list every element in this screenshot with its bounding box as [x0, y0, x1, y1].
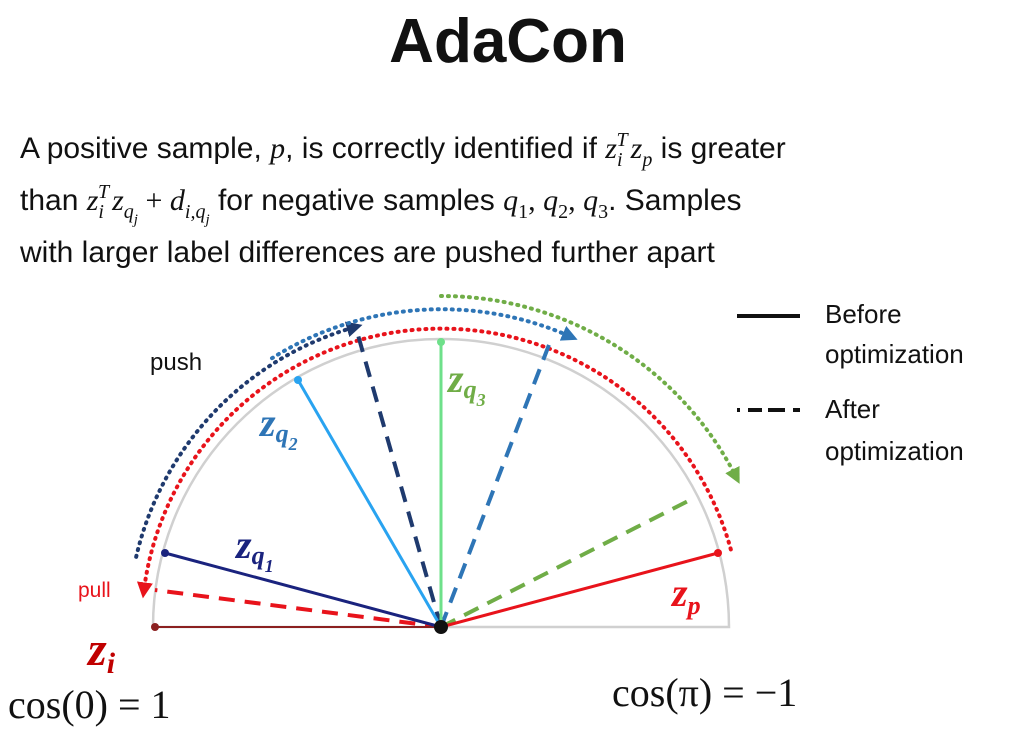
- symbol: z: [86, 623, 107, 676]
- text: is greater: [652, 132, 785, 165]
- vector: [164, 551, 442, 629]
- math: T: [617, 129, 630, 151]
- subscript: i: [107, 647, 116, 680]
- vector-end: [714, 549, 722, 557]
- math: p: [640, 149, 652, 171]
- vector: [296, 379, 443, 628]
- vector: [440, 551, 719, 629]
- text: . Samples: [608, 184, 741, 217]
- push-label: push: [150, 349, 202, 376]
- vector-label: zq2: [258, 400, 298, 454]
- math: z: [630, 132, 643, 165]
- math: z: [111, 184, 124, 217]
- math: 1: [518, 201, 528, 223]
- semicircle: [151, 337, 731, 629]
- math: +: [138, 184, 170, 217]
- description-line: than ziT zqj + di,qj for negative samples…: [20, 181, 742, 228]
- legend-label: optimization: [825, 436, 964, 466]
- description-line: with larger label differences are pushed…: [19, 236, 716, 269]
- legend-label: After: [825, 394, 880, 424]
- axis-label: cos(π) = −1: [612, 670, 797, 715]
- symbol: z: [234, 522, 252, 567]
- math: j: [203, 212, 209, 228]
- text: , is correctly identified if: [285, 132, 605, 165]
- axis-label: cos(0) = 1: [8, 682, 171, 727]
- subscript: q: [276, 419, 289, 448]
- math: z: [86, 184, 99, 217]
- math: ,: [568, 184, 583, 217]
- symbol: z: [670, 570, 688, 615]
- math: q: [543, 184, 558, 217]
- symbol: z: [258, 400, 276, 445]
- subscript: q: [464, 375, 477, 404]
- vector-label: zp: [670, 570, 701, 620]
- math: p: [268, 132, 285, 165]
- math: z: [604, 132, 617, 165]
- vector-end: [151, 623, 159, 631]
- dashed-vector: [356, 334, 443, 628]
- subscript: 3: [476, 390, 486, 410]
- vector-end: [294, 376, 302, 384]
- description-line: A positive sample, p, is correctly ident…: [20, 129, 786, 171]
- legend-label: Before: [825, 299, 902, 329]
- math: q: [124, 201, 134, 223]
- math: j: [132, 212, 138, 228]
- math: T: [98, 181, 111, 203]
- push-arc: [134, 321, 363, 559]
- dashed-vector: [440, 498, 691, 629]
- math: ,: [528, 184, 543, 217]
- vector-label: zq3: [446, 356, 486, 410]
- math: 3: [598, 201, 608, 223]
- math: 2: [558, 201, 568, 223]
- origin: [434, 620, 448, 634]
- text: A positive sample,: [20, 132, 270, 165]
- symbol: z: [446, 356, 464, 401]
- subscript: q: [252, 541, 265, 570]
- text: with larger label differences are pushed…: [19, 236, 716, 269]
- math: q: [583, 184, 598, 217]
- subscript: 2: [288, 434, 298, 454]
- title: AdaCon: [389, 7, 627, 76]
- math: d: [170, 184, 186, 217]
- vector-end: [437, 338, 445, 346]
- math: i: [617, 149, 623, 171]
- math: q: [503, 184, 518, 217]
- subscript: 1: [265, 556, 274, 576]
- vector-end: [161, 549, 169, 557]
- math: i: [98, 201, 104, 223]
- text: than: [20, 184, 87, 217]
- pull-label: pull: [78, 579, 111, 602]
- text: for negative samples: [210, 184, 503, 217]
- vector-label: zi: [86, 623, 116, 680]
- dashed-vector: [154, 588, 442, 629]
- legend-label: optimization: [825, 339, 964, 369]
- pull-arc: [136, 326, 733, 599]
- subscript: p: [686, 591, 701, 620]
- push-arc: [270, 307, 578, 361]
- push-arc: [439, 294, 740, 484]
- vector-label: zq1: [234, 522, 274, 576]
- math: i,q: [185, 201, 206, 223]
